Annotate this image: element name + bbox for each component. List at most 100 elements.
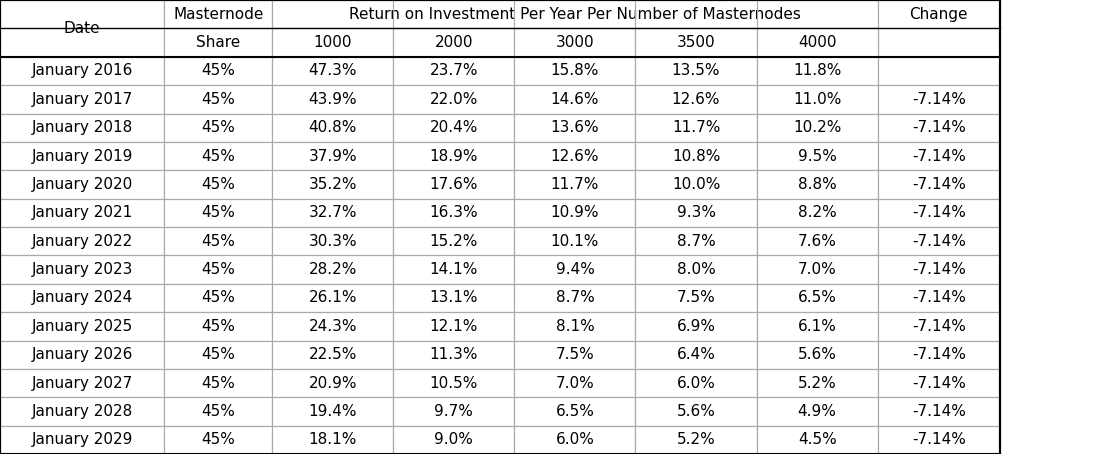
Text: 45%: 45% [201,177,236,192]
Bar [635,397,757,426]
Bar [272,0,878,28]
Bar [635,199,757,227]
Bar [878,57,1000,85]
Bar [0,199,164,227]
Bar [635,227,757,255]
Bar [514,312,635,340]
Text: Date: Date [64,21,100,36]
Text: 24.3%: 24.3% [309,319,357,334]
Text: 3000: 3000 [556,35,594,50]
Bar [164,114,272,142]
Bar [757,57,878,85]
Bar [0,255,164,284]
Bar [878,170,1000,199]
Bar [514,255,635,284]
Bar [514,85,635,114]
Bar [393,227,514,255]
Text: -7.14%: -7.14% [912,205,965,220]
Bar [757,227,878,255]
Text: -7.14%: -7.14% [912,291,965,306]
Bar [393,284,514,312]
Text: 45%: 45% [201,404,236,419]
Text: 4000: 4000 [798,35,837,50]
Text: 12.1%: 12.1% [430,319,478,334]
Bar [0,57,164,85]
Text: 12.6%: 12.6% [551,148,599,163]
Text: January 2025: January 2025 [31,319,133,334]
Text: 30.3%: 30.3% [309,234,357,249]
Bar [272,426,393,454]
Text: January 2026: January 2026 [31,347,133,362]
Text: Change: Change [910,7,968,22]
Bar [635,369,757,397]
Text: 1000: 1000 [313,35,352,50]
Bar [164,312,272,340]
Bar [272,142,393,170]
Text: 5.2%: 5.2% [677,432,715,447]
Text: -7.14%: -7.14% [912,92,965,107]
Text: 5.2%: 5.2% [798,375,837,390]
Text: 28.2%: 28.2% [309,262,357,277]
Text: 32.7%: 32.7% [309,205,357,220]
Bar [878,114,1000,142]
Text: 9.5%: 9.5% [798,148,837,163]
Bar [514,170,635,199]
Text: 11.7%: 11.7% [551,177,599,192]
Bar [514,284,635,312]
Bar [393,340,514,369]
Bar [0,227,164,255]
Text: 14.6%: 14.6% [551,92,599,107]
Text: January 2018: January 2018 [31,120,133,135]
Bar [164,255,272,284]
Bar [272,170,393,199]
Text: 6.5%: 6.5% [556,404,594,419]
Bar [635,85,757,114]
Bar [757,255,878,284]
Bar [757,369,878,397]
Text: 10.0%: 10.0% [672,177,720,192]
Bar [164,227,272,255]
Bar [514,397,635,426]
Bar [272,28,393,57]
Text: 45%: 45% [201,319,236,334]
Bar [164,170,272,199]
Bar [757,114,878,142]
Text: 8.7%: 8.7% [677,234,715,249]
Text: 40.8%: 40.8% [309,120,357,135]
Bar [757,142,878,170]
Text: -7.14%: -7.14% [912,120,965,135]
Text: January 2024: January 2024 [31,291,133,306]
Bar [514,199,635,227]
Text: 45%: 45% [201,262,236,277]
Bar [878,227,1000,255]
Text: -7.14%: -7.14% [912,319,965,334]
Text: 9.7%: 9.7% [434,404,473,419]
Text: -7.14%: -7.14% [912,148,965,163]
Text: -7.14%: -7.14% [912,177,965,192]
Bar [757,312,878,340]
Bar [164,57,272,85]
Bar [878,312,1000,340]
Text: 7.0%: 7.0% [556,375,594,390]
Text: 6.0%: 6.0% [556,432,594,447]
Text: Return on Investment Per Year Per Number of Masternodes: Return on Investment Per Year Per Number… [349,7,801,22]
Text: 26.1%: 26.1% [309,291,357,306]
Bar [393,28,514,57]
Text: 8.2%: 8.2% [798,205,837,220]
Bar [514,369,635,397]
Text: 10.2%: 10.2% [793,120,841,135]
Bar [164,369,272,397]
Text: 45%: 45% [201,234,236,249]
Text: 4.9%: 4.9% [798,404,837,419]
Bar [878,426,1000,454]
Text: 6.9%: 6.9% [677,319,715,334]
Bar [635,426,757,454]
Text: 7.5%: 7.5% [677,291,715,306]
Text: 7.0%: 7.0% [798,262,837,277]
Text: 14.1%: 14.1% [430,262,478,277]
Bar [757,170,878,199]
Bar [514,114,635,142]
Text: 47.3%: 47.3% [309,64,357,79]
Bar [0,340,164,369]
Text: 5.6%: 5.6% [677,404,715,419]
